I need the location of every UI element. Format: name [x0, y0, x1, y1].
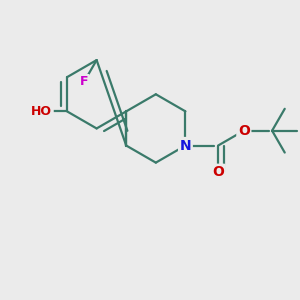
Text: HO: HO: [31, 105, 52, 118]
Text: N: N: [180, 139, 191, 152]
Text: F: F: [80, 76, 88, 88]
Text: O: O: [212, 165, 224, 179]
Text: O: O: [238, 124, 250, 138]
